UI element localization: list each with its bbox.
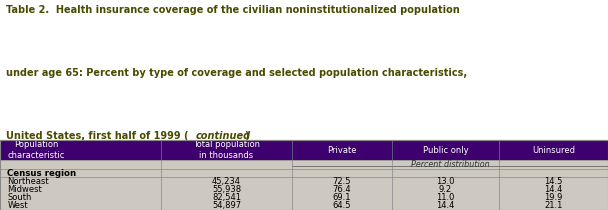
Text: Public only: Public only xyxy=(423,146,468,155)
Text: West: West xyxy=(7,201,28,210)
Text: 14.5: 14.5 xyxy=(544,177,562,186)
Bar xyxy=(0,140,608,210)
Text: United States, first half of 1999 (: United States, first half of 1999 ( xyxy=(6,131,188,141)
Text: 76.4: 76.4 xyxy=(333,185,351,194)
Bar xyxy=(0,0,608,140)
Text: 14.4: 14.4 xyxy=(436,201,455,210)
Text: 72.5: 72.5 xyxy=(333,177,351,186)
Text: Total population
in thousands: Total population in thousands xyxy=(193,140,260,160)
Text: 69.1: 69.1 xyxy=(333,193,351,202)
Text: 55,938: 55,938 xyxy=(212,185,241,194)
Text: 64.5: 64.5 xyxy=(333,201,351,210)
Text: 19.9: 19.9 xyxy=(544,193,562,202)
Text: 11.0: 11.0 xyxy=(436,193,455,202)
Bar xyxy=(0,140,608,160)
Text: Census region: Census region xyxy=(7,169,77,178)
Text: 13.0: 13.0 xyxy=(436,177,455,186)
Text: Population
characteristic: Population characteristic xyxy=(7,140,64,160)
Text: Percent distribution: Percent distribution xyxy=(410,160,489,169)
Text: South: South xyxy=(7,193,32,202)
Text: continued: continued xyxy=(196,131,250,141)
Text: 14.4: 14.4 xyxy=(544,185,562,194)
Text: ): ) xyxy=(244,131,249,141)
Text: 21.1: 21.1 xyxy=(544,201,562,210)
Text: Northeast: Northeast xyxy=(7,177,49,186)
Text: Private: Private xyxy=(327,146,357,155)
Text: under age 65: Percent by type of coverage and selected population characteristic: under age 65: Percent by type of coverag… xyxy=(6,68,467,78)
Text: 9.2: 9.2 xyxy=(439,185,452,194)
Text: 54,897: 54,897 xyxy=(212,201,241,210)
Text: Table 2.  Health insurance coverage of the civilian noninstitutionalized populat: Table 2. Health insurance coverage of th… xyxy=(6,5,460,15)
Text: Midwest: Midwest xyxy=(7,185,42,194)
Text: Uninsured: Uninsured xyxy=(532,146,575,155)
Text: 45,234: 45,234 xyxy=(212,177,241,186)
Bar xyxy=(0,140,608,210)
Text: 82,541: 82,541 xyxy=(212,193,241,202)
